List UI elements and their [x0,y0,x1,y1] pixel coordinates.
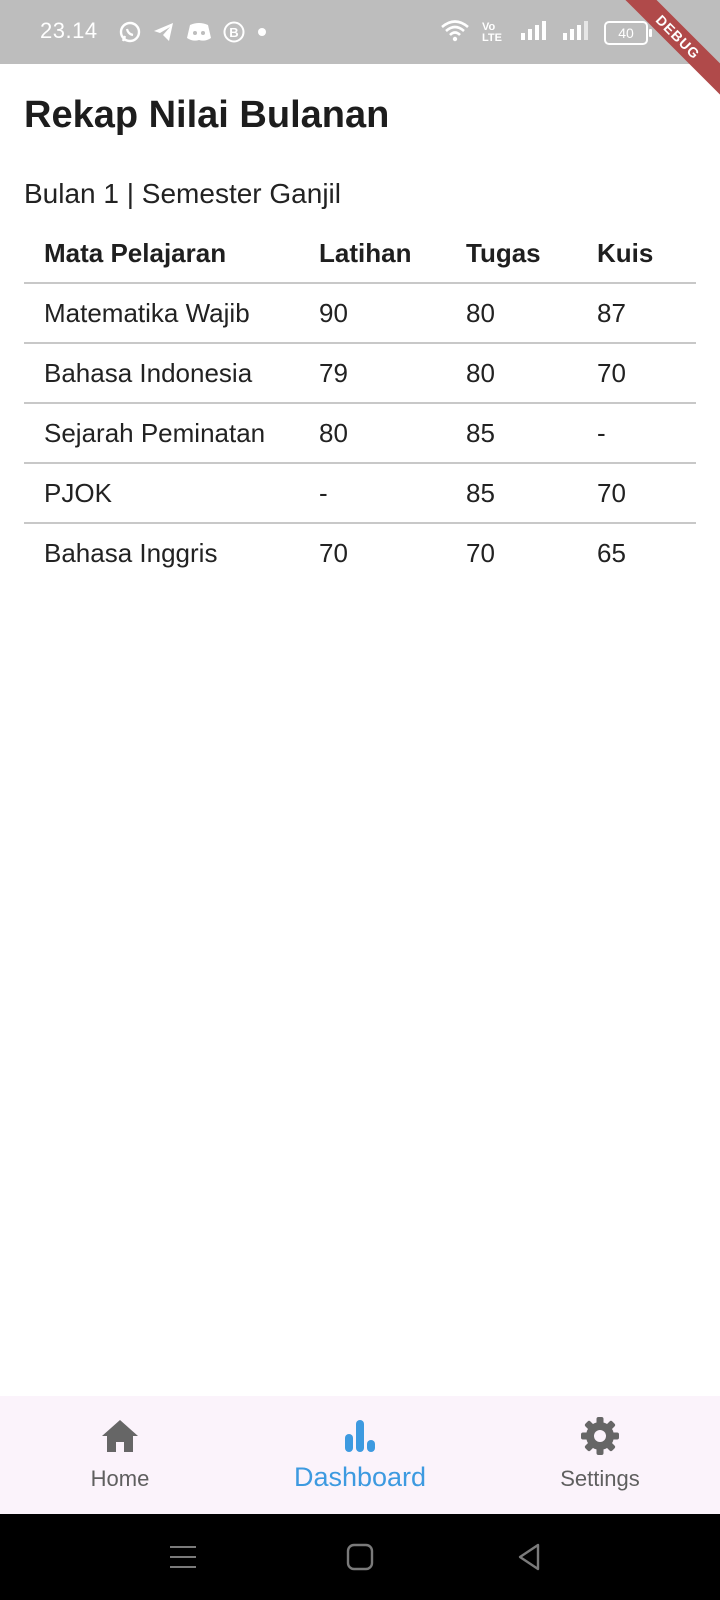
status-time: 23.14 [40,18,98,43]
cell-subject: Matematika Wajib [44,297,250,328]
cell-subject: Bahasa Indonesia [44,357,253,388]
nav-item-home[interactable]: Home [0,1396,240,1514]
nav-item-dashboard[interactable]: Dashboard [240,1396,480,1514]
cell-tugas: 80 [466,357,495,388]
cell-latihan: 80 [319,417,348,448]
cell-kuis: 70 [597,477,626,508]
cell-kuis: 65 [597,537,626,568]
gear-icon [581,1417,619,1455]
cell-subject: PJOK [44,477,112,508]
nav-label-dashboard: Dashboard [293,1462,427,1492]
debug-banner: DEBUG [613,0,720,102]
bottom-navigation: Home Dashboard Settings [0,1396,720,1514]
notification-dot-icon [256,20,268,49]
home-square-icon[interactable] [343,1540,377,1574]
table-row: Bahasa Indonesia 79 80 70 [24,343,696,403]
system-status-icons: Vo LTE 40 [440,18,652,47]
b-app-icon: B [222,20,246,49]
system-navigation-bar [0,1514,720,1600]
cell-latihan: - [319,477,328,508]
svg-text:B: B [229,25,238,40]
bar-chart-icon [345,1420,375,1452]
period-label: Bulan 1 | Semester Ganjil [24,178,341,209]
nav-label-settings: Settings [560,1466,640,1491]
battery-indicator: 40 [604,20,652,45]
menu-icon[interactable] [166,1540,200,1574]
cell-subject: Bahasa Inggris [44,537,218,568]
telegram-icon [152,20,176,49]
table-row: Sejarah Peminatan 80 85 - [24,403,696,463]
cell-latihan: 70 [319,537,348,568]
table-row: Bahasa Inggris 70 70 65 [24,523,696,582]
signal-icon [520,19,550,46]
home-icon [102,1420,138,1452]
status-bar: 23.14 B Vo LTE 40 DEBUG [0,0,720,102]
cell-kuis: 87 [597,297,626,328]
volte-label: Vo LTE [482,20,502,44]
cell-latihan: 79 [319,357,348,388]
cell-tugas: 70 [466,537,495,568]
cell-kuis: - [597,417,606,448]
table-row: Matematika Wajib 90 80 87 [24,283,696,343]
header-latihan: Latihan [319,237,412,268]
cell-tugas: 80 [466,297,495,328]
cell-tugas: 85 [466,417,495,448]
back-icon[interactable] [512,1540,546,1574]
cell-kuis: 70 [597,357,626,388]
notification-icons: B [118,20,268,49]
grade-table: Mata Pelajaran Latihan Tugas Kuis Matema… [24,224,696,582]
table-row: PJOK - 85 70 [24,463,696,523]
signal-icon-2 [562,19,592,46]
cell-tugas: 85 [466,477,495,508]
header-tugas: Tugas [466,237,541,268]
nav-label-home: Home [90,1466,150,1491]
cell-subject: Sejarah Peminatan [44,417,266,448]
page-title: Rekap Nilai Bulanan [24,94,390,136]
wifi-icon [440,18,470,47]
discord-icon [186,21,212,48]
table-header-row: Mata Pelajaran Latihan Tugas Kuis [24,224,696,283]
whatsapp-icon [118,20,142,49]
nav-item-settings[interactable]: Settings [480,1396,720,1514]
header-subject: Mata Pelajaran [44,237,227,268]
cell-latihan: 90 [319,297,348,328]
header-kuis: Kuis [597,237,654,268]
